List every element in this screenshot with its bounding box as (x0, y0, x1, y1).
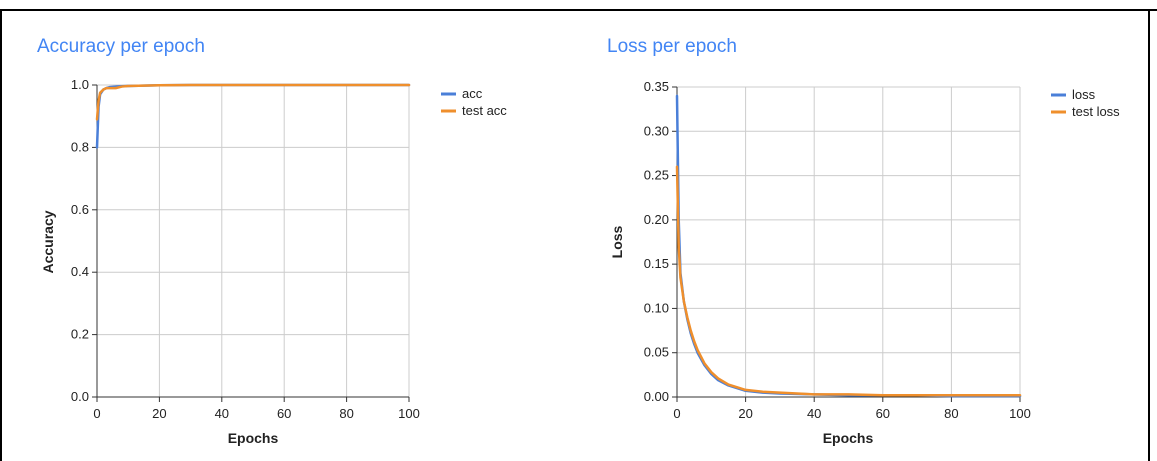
accuracy-y-tick-labels: 0.0 0.2 0.4 0.6 0.8 1.0 (71, 77, 89, 404)
accuracy-x-tick-labels: 0 20 40 60 80 100 (93, 406, 419, 421)
x-tick-label: 80 (339, 406, 353, 421)
accuracy-series-lines (95, 83, 411, 149)
accuracy-x-axis-title: Epochs (228, 430, 279, 446)
x-tick-label: 0 (93, 406, 100, 421)
x-tick-label: 0 (673, 406, 680, 421)
y-tick-label: 0.30 (644, 123, 669, 138)
y-tick-label: 0.20 (644, 212, 669, 227)
loss-chart: Loss per epoch 0.000.050.100.150.200.250… (607, 36, 1120, 446)
loss-y-axis-title: Loss (609, 225, 625, 258)
loss-chart-title: Loss per epoch (607, 36, 737, 57)
legend-label-test-acc: test acc (462, 103, 507, 118)
y-tick-label: 0.10 (644, 300, 669, 315)
accuracy-chart-title: Accuracy per epoch (37, 36, 205, 57)
series-line-acc (95, 83, 411, 149)
y-tick-label: 0.15 (644, 256, 669, 271)
y-tick-label: 0.8 (71, 139, 89, 154)
x-tick-label: 40 (807, 406, 821, 421)
accuracy-legend: acc test acc (441, 86, 507, 118)
loss-legend: loss test loss (1051, 87, 1120, 119)
series-line-test-loss (675, 165, 1022, 397)
accuracy-y-axis-title: Accuracy (40, 210, 56, 273)
y-tick-label: 0.6 (71, 202, 89, 217)
y-tick-label: 0.35 (644, 79, 669, 94)
series-line-test-acc (95, 83, 411, 121)
loss-gridlines (677, 86, 1021, 397)
series-line-loss (675, 94, 1022, 398)
legend-label-test-loss: test loss (1072, 104, 1120, 119)
figure-frame (0, 9, 1150, 461)
legend-label-acc: acc (462, 86, 483, 101)
accuracy-axes (92, 84, 410, 402)
x-tick-label: 60 (277, 406, 291, 421)
loss-x-tick-labels: 0 20 40 60 80 100 (673, 406, 1030, 421)
x-tick-label: 20 (152, 406, 166, 421)
x-tick-label: 100 (398, 406, 420, 421)
top-strip (0, 0, 1157, 11)
loss-axes (672, 86, 1021, 402)
x-tick-label: 20 (738, 406, 752, 421)
legend-label-loss: loss (1072, 87, 1096, 102)
x-tick-label: 40 (215, 406, 229, 421)
y-tick-label: 0.4 (71, 264, 89, 279)
x-tick-label: 60 (876, 406, 890, 421)
y-tick-label: 1.0 (71, 77, 89, 92)
y-tick-label: 0.05 (644, 345, 669, 360)
loss-y-tick-labels: 0.00 0.05 0.10 0.15 0.20 0.25 0.30 0.35 (644, 79, 669, 404)
y-tick-label: 0.0 (71, 389, 89, 404)
y-tick-label: 0.00 (644, 389, 669, 404)
loss-series-lines (675, 94, 1022, 398)
y-tick-label: 0.25 (644, 168, 669, 183)
y-tick-label: 0.2 (71, 327, 89, 342)
accuracy-gridlines (97, 84, 410, 397)
accuracy-chart: Accuracy per epoch 0.0 0.2 0.4 0.6 0.8 1.0 0 2… (37, 36, 507, 446)
x-tick-label: 80 (944, 406, 958, 421)
loss-x-axis-title: Epochs (823, 430, 874, 446)
x-tick-label: 100 (1009, 406, 1031, 421)
